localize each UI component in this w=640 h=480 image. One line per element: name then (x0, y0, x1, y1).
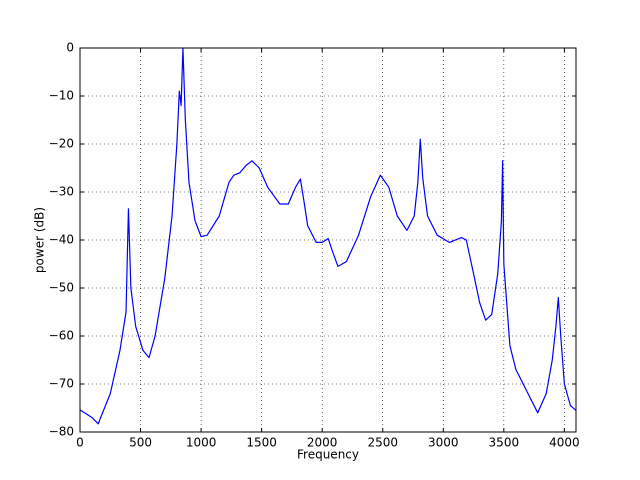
x-tick-label: 0 (76, 436, 84, 450)
y-axis-label: power (dB) (33, 207, 47, 273)
x-tick-label: 3000 (428, 436, 459, 450)
x-tick-label: 4000 (549, 436, 580, 450)
x-tick-label: 2000 (307, 436, 338, 450)
data-line (79, 47, 577, 425)
y-tick-label: −30 (49, 185, 74, 199)
y-tick-label: −20 (49, 137, 74, 151)
y-tick-label: −50 (49, 281, 74, 295)
x-tick-label: 1000 (186, 436, 217, 450)
x-tick-label: 2500 (367, 436, 398, 450)
x-tick-label: 500 (129, 436, 152, 450)
y-tick-label: −60 (49, 329, 74, 343)
plot-frame (79, 47, 577, 433)
x-axis-label: Frequency (297, 448, 359, 462)
y-tick-label: −10 (49, 89, 74, 103)
x-tick-label: 3500 (489, 436, 520, 450)
x-tick-label: 1500 (246, 436, 277, 450)
y-tick-label: −80 (49, 425, 74, 439)
y-tick-label: −70 (49, 377, 74, 391)
y-tick-label: −40 (49, 233, 74, 247)
y-tick-label: 0 (66, 41, 74, 55)
